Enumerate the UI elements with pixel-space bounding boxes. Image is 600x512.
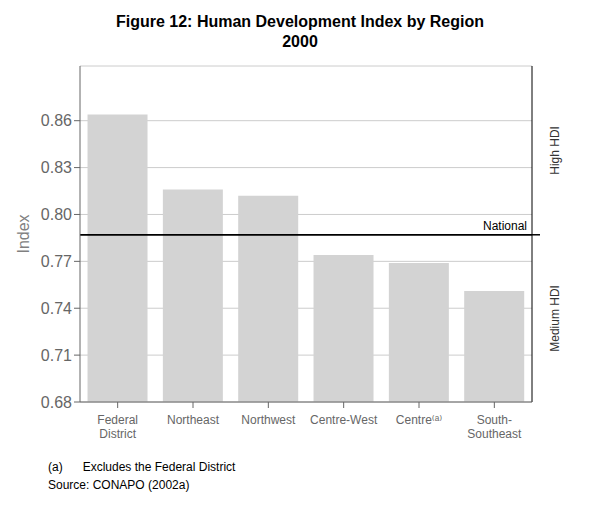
- html-text:2000: 2000: [282, 33, 318, 50]
- svg-text:Northwest: Northwest: [241, 413, 296, 427]
- html-text:Figure 12: Human Development I: Figure 12: Human Development Index by Re…: [116, 13, 484, 30]
- svg-text:0.68: 0.68: [41, 394, 72, 411]
- svg-text:0.71: 0.71: [41, 347, 72, 364]
- svg-text:Index: Index: [15, 214, 32, 253]
- svg-text:0.80: 0.80: [41, 206, 72, 223]
- svg-text:Northeast: Northeast: [167, 413, 220, 427]
- html-text:Source: CONAPO (2002a): Source: CONAPO (2002a): [48, 478, 190, 492]
- svg-text:High HDI: High HDI: [548, 126, 562, 175]
- svg-text:0.77: 0.77: [41, 253, 72, 270]
- svg-text:0.83: 0.83: [41, 159, 72, 176]
- svg-text:Centre-West: Centre-West: [310, 413, 378, 427]
- svg-text:South-Southeast: South-Southeast: [467, 413, 522, 441]
- svg-text:0.74: 0.74: [41, 300, 72, 317]
- svg-text:0.86: 0.86: [41, 112, 72, 129]
- svg-text:National: National: [483, 219, 527, 233]
- svg-text:Centre⁽ᵃ⁾: Centre⁽ᵃ⁾: [396, 413, 442, 427]
- svg-text:Medium HDI: Medium HDI: [548, 285, 562, 352]
- svg-text:FederalDistrict: FederalDistrict: [97, 413, 138, 441]
- html-text:(a) Excludes the Federal Distr: (a) Excludes the Federal District: [48, 460, 236, 474]
